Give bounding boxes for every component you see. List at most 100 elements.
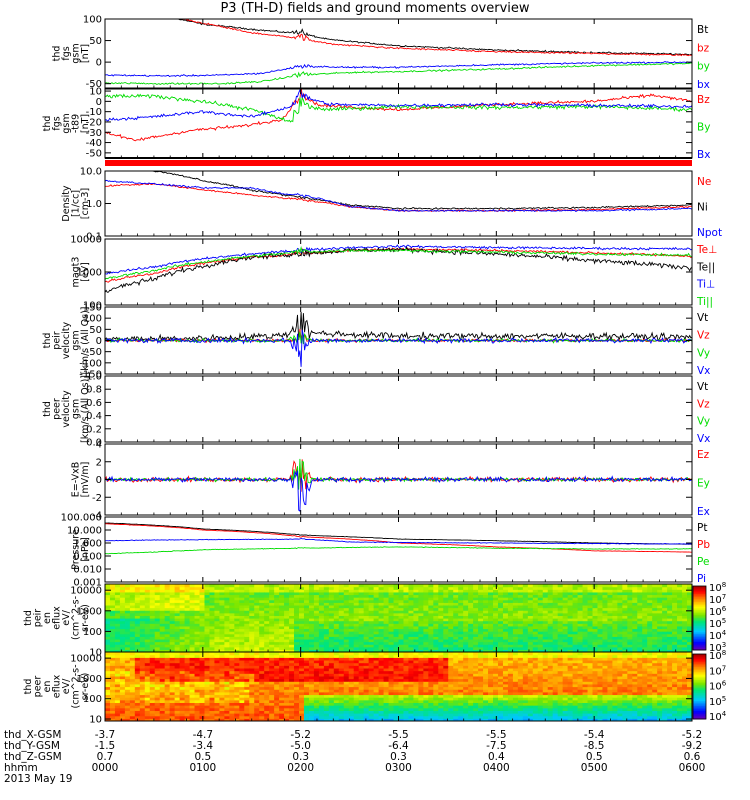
- y-tick-label: 2: [96, 457, 102, 468]
- ephem-value: -5.0: [290, 740, 311, 752]
- y-tick-label: 10000: [70, 586, 102, 597]
- colorbar-label: 104: [709, 710, 727, 723]
- legend-entry: Ne: [697, 176, 711, 188]
- y-tick-label: 1.000: [73, 539, 102, 550]
- legend-entry: Te⊥: [696, 244, 717, 256]
- y-tick-label: -50: [86, 148, 102, 159]
- y-axis-label: thdpeirvelocitygsm[km/s (All Qs)]: [42, 307, 91, 375]
- ephem-row-label: thd_Z-GSM: [4, 751, 62, 763]
- ephem-value: 0.4: [488, 751, 505, 763]
- spectrogram-9: [105, 652, 692, 721]
- y-tick-label: 50: [89, 325, 102, 336]
- series-line-bz: [105, 89, 692, 142]
- legend-entry: Ex: [697, 506, 710, 518]
- legend-entry: by: [697, 61, 710, 73]
- ephem-value: -4.7: [193, 729, 214, 741]
- ephem-value: -5.5: [388, 729, 409, 741]
- legend-entry: bx: [697, 79, 710, 91]
- legend-entry: Vz: [697, 398, 710, 410]
- legend-entry: Bx: [697, 149, 710, 161]
- series-line-pi: [105, 538, 692, 545]
- series-line-bz: [180, 19, 692, 57]
- y-tick-label: 4: [96, 440, 102, 451]
- series-line-ex: [105, 470, 692, 513]
- series-line-pt: [105, 522, 692, 545]
- y-tick-label: 1000: [77, 268, 102, 279]
- y-axis-label: thdfgsgsm-t89[nT]: [42, 113, 91, 133]
- series-line-pe: [105, 546, 692, 555]
- series-line-bx: [105, 60, 692, 78]
- y-tick-label: -2: [92, 493, 102, 504]
- series-line-vx: [105, 329, 692, 367]
- y-tick-label: 100: [83, 15, 102, 26]
- y-tick-label: 10000: [70, 235, 102, 246]
- y-tick-label: -4: [92, 511, 102, 522]
- y-tick-label: 0.2: [86, 424, 102, 435]
- ephem-value: -7.5: [486, 740, 507, 752]
- panel-2: Ne Ni Npot 10.0 1.0 0.1 Density[1/cc][cm-3]: [61, 167, 722, 243]
- legend-entry: Ey: [697, 478, 710, 490]
- spectrogram-8: [105, 584, 692, 652]
- y-tick-label: 1000: [77, 606, 102, 617]
- ephem-value: -5.2: [682, 729, 703, 741]
- y-tick-label: 50: [89, 36, 102, 47]
- panel-9: 108 107 106 105 104 10000 1000 100 10 thdpeerenef…: [23, 649, 727, 726]
- series-line-bx: [105, 89, 692, 122]
- legend-entry: Vy: [697, 416, 710, 428]
- colorbar-label: 108: [709, 649, 726, 662]
- y-tick-label: -100: [79, 358, 102, 369]
- y-tick-label: 100.000: [61, 513, 102, 524]
- legend-entry: Pi: [697, 573, 706, 585]
- y-tick-label: -40: [86, 138, 102, 149]
- ephem-value: 0.7: [97, 751, 114, 763]
- y-tick-label: 0.0: [86, 438, 102, 449]
- y-tick-label: 0.1: [86, 232, 102, 243]
- y-tick-label: 0.8: [86, 385, 102, 396]
- state-bar: [105, 160, 692, 166]
- y-axis-label: Pressure[nPa]: [71, 529, 92, 570]
- x-tick-label: 0000: [92, 762, 119, 774]
- panel-5: Vt Vz Vy Vx 1.0 0.8 0.6 0.4 0.2 0.0thdpeervelocit…: [42, 372, 710, 449]
- series-line-vt: [105, 311, 692, 343]
- legend-entry: Vy: [697, 347, 710, 359]
- colorbar-label: 105: [709, 617, 726, 630]
- ephem-value: 0.6: [684, 751, 701, 763]
- panel-frame: [104, 170, 693, 237]
- x-tick-label: 0500: [581, 762, 608, 774]
- ephem-value: -5.4: [584, 729, 605, 741]
- y-tick-label: 0: [96, 58, 102, 69]
- y-tick-label: 100: [83, 694, 102, 705]
- legend-entry: Ni: [697, 202, 708, 214]
- panel-7: Pt Pb Pe Pi 100.000 10.000 1.000 0.100 0.010 0.00…: [61, 513, 711, 589]
- legend-entry: Vt: [697, 381, 708, 393]
- legend-entry: By: [697, 122, 710, 134]
- y-tick-label: 1.0: [86, 372, 102, 383]
- y-tick-label: 10: [89, 648, 102, 659]
- ephem-value: 0.3: [292, 751, 309, 763]
- colorbar-label: 107: [709, 664, 726, 677]
- legend-entry: Vx: [697, 365, 710, 377]
- ephem-value: -3.4: [193, 740, 214, 752]
- y-tick-label: 0.6: [86, 398, 102, 409]
- series-line-te: [105, 246, 692, 293]
- y-axis-label: Density[1/cc][cm-3]: [61, 185, 91, 221]
- y-tick-label: 10000: [70, 654, 102, 665]
- y-tick-label: 0.4: [86, 411, 102, 422]
- plot-title: P3 (TH-D) fields and ground moments over…: [220, 1, 530, 16]
- colorbar-label: 104: [709, 629, 727, 642]
- x-tick-label: 0600: [679, 762, 706, 774]
- date-label: 2013 May 19: [4, 773, 72, 785]
- ephem-value: 0.3: [390, 751, 407, 763]
- legend-entry: Pe: [697, 556, 709, 568]
- panel-1: Bz By Bx 100-10-20-30-40-50 thdfgsgsm-t89[nT…: [42, 87, 710, 161]
- series-line-ey: [105, 458, 692, 490]
- panel-3: Te⊥ Te|| Ti⊥ Ti|| 10000 1000 100 magt3[eV]: [70, 235, 717, 312]
- legend-entry: Vt: [697, 312, 708, 324]
- legend-entry: Ti⊥: [696, 279, 715, 291]
- y-tick-label: 1000: [77, 674, 102, 685]
- ephem-row-label: hhmm: [4, 762, 38, 774]
- colorbar-label: 106: [709, 605, 727, 618]
- legend-entry: Ti||: [696, 296, 713, 308]
- y-tick-label: 1.0: [86, 199, 102, 210]
- series-line-ni: [152, 171, 692, 211]
